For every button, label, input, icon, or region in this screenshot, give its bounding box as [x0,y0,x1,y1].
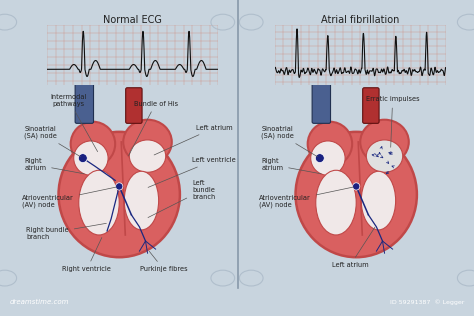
Ellipse shape [124,171,159,230]
Text: dreamstime.com: dreamstime.com [9,299,69,305]
Ellipse shape [123,120,172,164]
Text: Right
atrium: Right atrium [24,158,84,174]
FancyBboxPatch shape [363,88,379,123]
Circle shape [315,154,324,162]
FancyBboxPatch shape [312,80,330,123]
Text: Right ventricle: Right ventricle [63,238,111,272]
Ellipse shape [71,122,115,166]
Text: Atrial fibrillation: Atrial fibrillation [321,15,400,25]
Text: ID 59291387  © Legger: ID 59291387 © Legger [390,299,465,305]
Circle shape [78,154,87,162]
Text: Right
atrium: Right atrium [261,158,321,174]
Text: Sinoatrial
(SA) node: Sinoatrial (SA) node [24,126,81,157]
Ellipse shape [59,132,180,257]
Text: Left
bundle
branch: Left bundle branch [148,179,215,217]
Ellipse shape [316,170,356,235]
Ellipse shape [361,171,396,230]
Text: Left atrium: Left atrium [332,227,375,268]
Text: Right bundle
branch: Right bundle branch [26,223,106,240]
Ellipse shape [366,140,403,172]
Text: Atrioventricular
(AV) node: Atrioventricular (AV) node [259,187,354,208]
FancyBboxPatch shape [75,80,93,123]
Text: Normal ECG: Normal ECG [103,15,162,25]
Text: Erratic impulses: Erratic impulses [366,96,419,147]
FancyBboxPatch shape [126,88,142,123]
Text: Left atrium: Left atrium [154,125,233,155]
Ellipse shape [79,170,119,235]
Text: Left ventricle: Left ventricle [148,157,236,187]
Ellipse shape [296,132,417,257]
Text: Bundle of His: Bundle of His [128,100,178,156]
Text: Purkinje fibres: Purkinje fibres [140,251,188,272]
Text: Sinoatrial
(SA) node: Sinoatrial (SA) node [261,126,318,157]
Ellipse shape [360,120,409,164]
Ellipse shape [308,122,352,166]
Ellipse shape [311,141,345,175]
Text: Atrioventricular
(AV) node: Atrioventricular (AV) node [22,187,117,208]
Text: Intermodal
pathways: Intermodal pathways [50,94,98,152]
Circle shape [116,183,123,190]
Ellipse shape [129,140,166,172]
Ellipse shape [73,141,108,175]
Circle shape [353,183,360,190]
